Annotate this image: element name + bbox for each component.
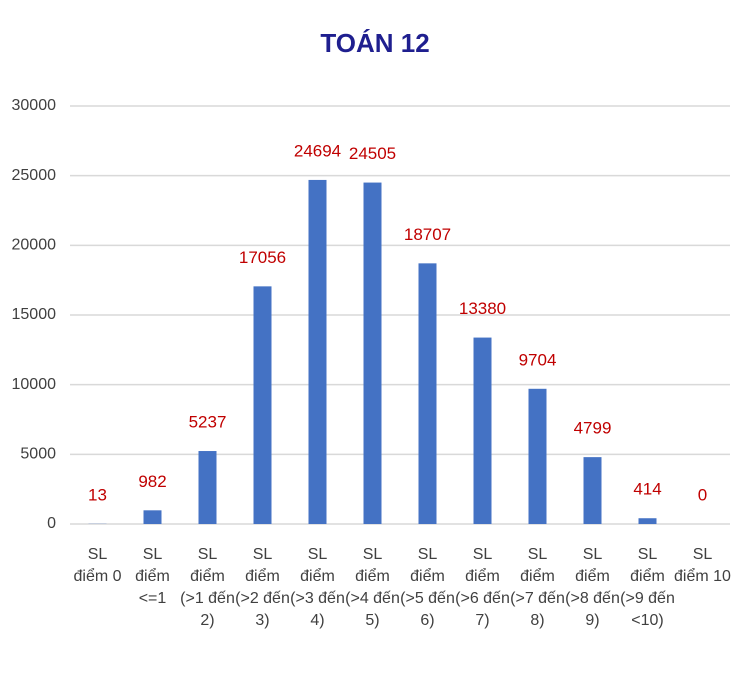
bar — [583, 457, 602, 524]
x-tick-label: SL điểm 0 — [73, 546, 122, 585]
data-label: 18707 — [404, 225, 451, 244]
x-tick-label: SL điểm (>6 đến 7) — [455, 546, 510, 629]
data-label: 17056 — [239, 248, 286, 267]
x-tick-label: SL điểm (>1 đến 2) — [180, 546, 235, 629]
y-tick-label: 30000 — [12, 97, 57, 114]
x-tick-label: SL điểm (>8 đến 9) — [565, 546, 620, 629]
data-label: 9704 — [519, 350, 557, 369]
chart-title: TOÁN 12 — [320, 28, 429, 58]
data-label: 414 — [633, 480, 661, 499]
y-tick-label: 5000 — [20, 446, 56, 463]
data-label: 13380 — [459, 299, 506, 318]
bar — [363, 182, 382, 524]
bar — [198, 451, 217, 524]
x-tick-label: SL điểm <=1 — [135, 546, 170, 607]
bar — [253, 286, 272, 524]
bar — [473, 337, 492, 524]
data-label: 24505 — [349, 144, 396, 163]
x-tick-label: SL điểm (>5 đến 6) — [400, 546, 455, 629]
data-label: 0 — [698, 485, 707, 504]
x-tick-label: SL điểm (>2 đến 3) — [235, 546, 290, 629]
bar — [528, 388, 547, 524]
x-tick-label: SL điểm 10 — [674, 546, 731, 585]
y-tick-label: 15000 — [12, 306, 57, 323]
y-tick-label: 10000 — [12, 376, 57, 393]
bar — [638, 518, 657, 524]
bar — [308, 179, 327, 524]
data-label: 13 — [88, 485, 107, 504]
x-tick-label: SL điểm (>7 đến 8) — [510, 546, 565, 629]
data-label: 982 — [138, 472, 166, 491]
x-tick-label: SL điểm (>4 đến 5) — [345, 546, 400, 629]
data-label: 24694 — [294, 141, 341, 160]
data-label: 4799 — [574, 419, 612, 438]
y-tick-label: 25000 — [12, 167, 57, 184]
bar — [143, 510, 162, 524]
y-tick-label: 0 — [47, 515, 56, 532]
x-tick-label: SL điểm (>3 đến 4) — [290, 546, 345, 629]
bar — [418, 263, 437, 524]
x-tick-label: SL điểm (>9 đến <10) — [620, 546, 675, 629]
data-label: 5237 — [189, 413, 227, 432]
y-tick-label: 20000 — [12, 237, 57, 254]
